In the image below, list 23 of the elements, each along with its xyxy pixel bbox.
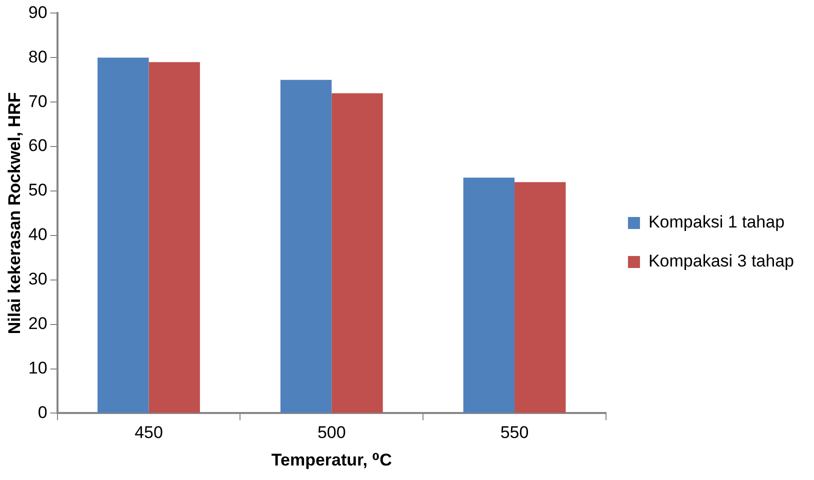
legend-label: Kompaksi 1 tahap [648, 212, 785, 232]
x-tick-label: 550 [500, 423, 529, 442]
bar [332, 93, 383, 413]
x-tick-label: 450 [134, 423, 163, 442]
y-tick-label: 30 [28, 270, 48, 289]
x-tick-label: 500 [317, 423, 346, 442]
y-tick-label: 50 [28, 180, 48, 200]
y-tick-label: 20 [28, 314, 48, 333]
x-axis-title: Temperatur, ⁰C [271, 450, 392, 470]
bar [280, 80, 332, 413]
y-tick-label: 60 [28, 136, 48, 156]
bar [148, 62, 200, 413]
bar [98, 58, 149, 413]
y-tick-label: 90 [28, 2, 48, 22]
y-tick-label: 80 [28, 47, 48, 66]
y-tick-label: 40 [28, 225, 48, 244]
bar [463, 178, 515, 413]
legend-label: Kompakasi 3 tahap [648, 252, 794, 271]
y-tick-label: 70 [28, 92, 48, 111]
bar [514, 182, 566, 413]
y-tick-label: 10 [28, 358, 48, 378]
y-tick-label: 0 [38, 402, 48, 422]
y-axis-title: Nilai kekerasan Rockwel, HRF [4, 92, 24, 334]
